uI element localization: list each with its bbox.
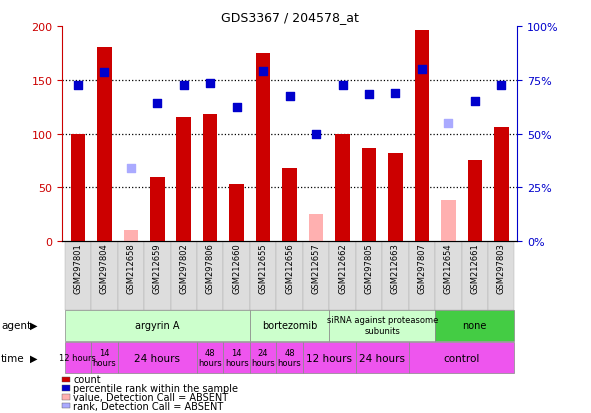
Text: 24
hours: 24 hours xyxy=(251,348,275,368)
Bar xyxy=(494,128,508,242)
Point xyxy=(338,83,348,89)
Text: 12 hours: 12 hours xyxy=(60,354,96,362)
Text: 12 hours: 12 hours xyxy=(306,353,352,363)
Bar xyxy=(124,231,138,242)
Point xyxy=(126,165,135,172)
Point xyxy=(285,93,294,100)
Text: rank, Detection Call = ABSENT: rank, Detection Call = ABSENT xyxy=(73,401,223,411)
Text: percentile rank within the sample: percentile rank within the sample xyxy=(73,383,238,393)
Bar xyxy=(467,161,482,242)
Bar xyxy=(71,134,85,242)
Bar xyxy=(97,48,112,242)
Text: agent: agent xyxy=(1,320,31,330)
Bar xyxy=(229,185,244,242)
Bar xyxy=(150,177,164,242)
Point xyxy=(152,101,162,107)
Bar xyxy=(335,134,350,242)
Point xyxy=(258,69,268,75)
Point xyxy=(311,131,321,138)
Point xyxy=(73,83,83,89)
Text: control: control xyxy=(443,353,480,363)
Bar xyxy=(362,148,376,242)
Text: 48
hours: 48 hours xyxy=(199,348,222,368)
Text: count: count xyxy=(73,375,101,385)
Point xyxy=(391,90,400,97)
Text: 48
hours: 48 hours xyxy=(278,348,301,368)
Bar xyxy=(415,31,429,242)
Bar xyxy=(256,54,271,242)
Text: ▶: ▶ xyxy=(30,353,37,363)
Text: 14
hours: 14 hours xyxy=(225,348,249,368)
Point xyxy=(417,66,427,73)
Point xyxy=(206,81,215,87)
Text: bortezomib: bortezomib xyxy=(262,320,317,330)
Text: none: none xyxy=(463,320,487,330)
Title: GDS3367 / 204578_at: GDS3367 / 204578_at xyxy=(220,11,359,24)
Point xyxy=(179,83,189,89)
Point xyxy=(100,70,109,76)
Text: value, Detection Call = ABSENT: value, Detection Call = ABSENT xyxy=(73,392,228,402)
Text: 14
hours: 14 hours xyxy=(93,348,116,368)
Text: argyrin A: argyrin A xyxy=(135,320,180,330)
Bar xyxy=(388,154,402,242)
Bar xyxy=(309,215,323,242)
Point xyxy=(470,99,479,105)
Text: 24 hours: 24 hours xyxy=(359,353,405,363)
Point xyxy=(232,104,241,111)
Point xyxy=(364,91,374,98)
Bar xyxy=(203,115,217,242)
Text: siRNA against proteasome
subunits: siRNA against proteasome subunits xyxy=(326,316,438,335)
Bar xyxy=(282,169,297,242)
Bar xyxy=(441,201,456,242)
Bar xyxy=(177,118,191,242)
Point xyxy=(444,120,453,127)
Text: 24 hours: 24 hours xyxy=(134,353,180,363)
Text: time: time xyxy=(1,353,25,363)
Text: ▶: ▶ xyxy=(30,320,37,330)
Point xyxy=(496,83,506,89)
